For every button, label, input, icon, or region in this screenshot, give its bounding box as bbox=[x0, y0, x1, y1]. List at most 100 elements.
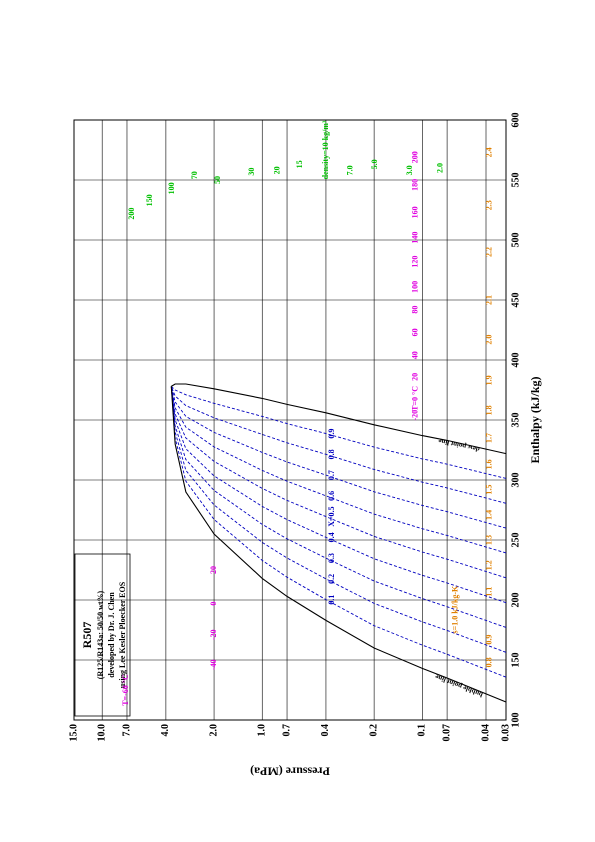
isentrope-label: 1.9 bbox=[484, 375, 493, 385]
isotherm-label: 180 bbox=[411, 179, 420, 191]
isotherm-label: 60 bbox=[411, 328, 420, 336]
x-tick-label: 200 bbox=[510, 593, 521, 608]
subtitle: using Lee Kesler Ploecker EOS bbox=[118, 581, 127, 688]
quality-line bbox=[170, 386, 507, 678]
isentrope-label: 1.1 bbox=[484, 587, 493, 597]
info-box bbox=[74, 553, 131, 717]
isotherm-label: 200 bbox=[411, 151, 420, 163]
isentrope-label: 1.4 bbox=[484, 510, 493, 520]
isentrope-label: 1.5 bbox=[484, 485, 493, 495]
x-tick-label: 500 bbox=[510, 233, 521, 248]
isentrope-label: 2.0 bbox=[484, 335, 493, 345]
isochore-label: 150 bbox=[145, 194, 154, 206]
subtitle: (R125/R143a: 50/50 wt%) bbox=[96, 590, 105, 679]
isentrope-label: 0.8 bbox=[484, 657, 493, 667]
isochore-label: 15 bbox=[295, 160, 304, 168]
isentrope-label: 1.3 bbox=[484, 535, 493, 545]
x-tick-label: 350 bbox=[510, 413, 521, 428]
isochore-label: 200 bbox=[127, 208, 136, 220]
y-tick-label: 1.0 bbox=[257, 724, 268, 737]
isochore-label: 3.0 bbox=[405, 165, 414, 175]
y-tick-label: 0.03 bbox=[500, 724, 511, 742]
x-tick-label: 600 bbox=[510, 113, 521, 128]
isotherm-label: T=-60 °C bbox=[121, 674, 130, 706]
y-tick-label: 0.2 bbox=[368, 724, 379, 737]
isotherm-label: -20 bbox=[411, 410, 420, 421]
isotherm-label: -40 bbox=[209, 659, 218, 670]
isochore-label: 5.0 bbox=[370, 159, 379, 169]
quality-label: 0.9 bbox=[327, 429, 336, 439]
y-tick-label: 0.04 bbox=[480, 724, 491, 742]
isentrope-label: 2.3 bbox=[484, 200, 493, 210]
saturation-line bbox=[171, 383, 507, 455]
subtitle: developed by Dr. J. Chen bbox=[107, 592, 116, 678]
y-tick-label: 4.0 bbox=[160, 724, 171, 737]
isentrope-label: 1.6 bbox=[484, 459, 493, 469]
isotherm-label: 20 bbox=[209, 566, 218, 574]
quality-line bbox=[170, 386, 507, 504]
saturation-line bbox=[170, 386, 507, 703]
quality-label: 0.7 bbox=[327, 470, 336, 480]
y-tick-label: 15.0 bbox=[68, 724, 79, 742]
x-axis-title: Enthalpy (kJ/kg) bbox=[528, 376, 542, 463]
x-tick-label: 150 bbox=[510, 653, 521, 668]
y-tick-label: 2.0 bbox=[208, 724, 219, 737]
isentrope-label: s=1.0 kJ/kg-K bbox=[450, 585, 459, 633]
isochore-label: 30 bbox=[247, 168, 256, 176]
quality-label: 0.3 bbox=[327, 553, 336, 563]
isentrope-label: 2.1 bbox=[484, 295, 493, 305]
quality-line bbox=[170, 386, 507, 653]
quality-label: 0.1 bbox=[327, 595, 336, 605]
isotherm-label: 100 bbox=[411, 281, 420, 293]
quality-label: 0.2 bbox=[327, 574, 336, 584]
isentrope-label: 2.4 bbox=[484, 147, 493, 157]
isotherm-label: 0 bbox=[209, 602, 218, 606]
quality-line bbox=[170, 386, 507, 628]
isotherm-label: 140 bbox=[411, 232, 420, 244]
isotherm-label: 120 bbox=[411, 256, 420, 268]
isochore-label: 100 bbox=[167, 182, 176, 194]
isotherm-label: -20 bbox=[209, 629, 218, 640]
isochore-label: 2.0 bbox=[435, 163, 444, 173]
y-tick-label: 10.0 bbox=[96, 724, 107, 742]
x-tick-label: 300 bbox=[510, 473, 521, 488]
series-label: dew point line bbox=[438, 437, 481, 454]
isochore-label: 70 bbox=[190, 171, 199, 179]
isentrope-label: 2.2 bbox=[484, 247, 493, 257]
isochore-label: density=10 kg/m³ bbox=[321, 120, 330, 179]
quality-label: X=0.5 bbox=[327, 506, 336, 526]
quality-line bbox=[170, 386, 507, 554]
quality-line bbox=[170, 386, 507, 529]
x-tick-label: 100 bbox=[510, 713, 521, 728]
y-tick-label: 0.07 bbox=[441, 724, 452, 742]
isentrope-label: 1.2 bbox=[484, 560, 493, 570]
y-tick-label: 7.0 bbox=[121, 724, 132, 737]
x-tick-label: 250 bbox=[510, 533, 521, 548]
y-axis-title: Pressure (MPa) bbox=[250, 764, 330, 778]
isotherm-label: T=0 °C bbox=[411, 386, 420, 411]
quality-label: 0.4 bbox=[327, 532, 336, 542]
isotherm-label: 40 bbox=[411, 351, 420, 359]
isotherm-label: 160 bbox=[411, 206, 420, 218]
x-tick-label: 450 bbox=[510, 293, 521, 308]
quality-line bbox=[170, 386, 507, 579]
isentrope-label: 1.8 bbox=[484, 405, 493, 415]
isochore-label: 50 bbox=[213, 176, 222, 184]
y-tick-label: 0.4 bbox=[320, 724, 331, 737]
quality-line bbox=[170, 386, 507, 479]
x-tick-label: 550 bbox=[510, 173, 521, 188]
isotherm-label: 80 bbox=[411, 306, 420, 314]
isentrope-label: 1.7 bbox=[484, 433, 493, 443]
quality-label: 0.6 bbox=[327, 491, 336, 501]
quality-line bbox=[170, 386, 507, 604]
isotherm-label: 20 bbox=[411, 373, 420, 381]
isochore-label: 20 bbox=[273, 166, 282, 174]
y-tick-label: 0.7 bbox=[281, 724, 292, 737]
isentrope-label: 0.9 bbox=[484, 635, 493, 645]
chart-title: R507 bbox=[80, 622, 94, 649]
isochore-label: 7.0 bbox=[346, 165, 355, 175]
chart: R507 (R125/R143a: 50/50 wt%) developed b… bbox=[68, 113, 541, 779]
series-label: bubble point line bbox=[434, 672, 484, 698]
x-tick-label: 400 bbox=[510, 353, 521, 368]
